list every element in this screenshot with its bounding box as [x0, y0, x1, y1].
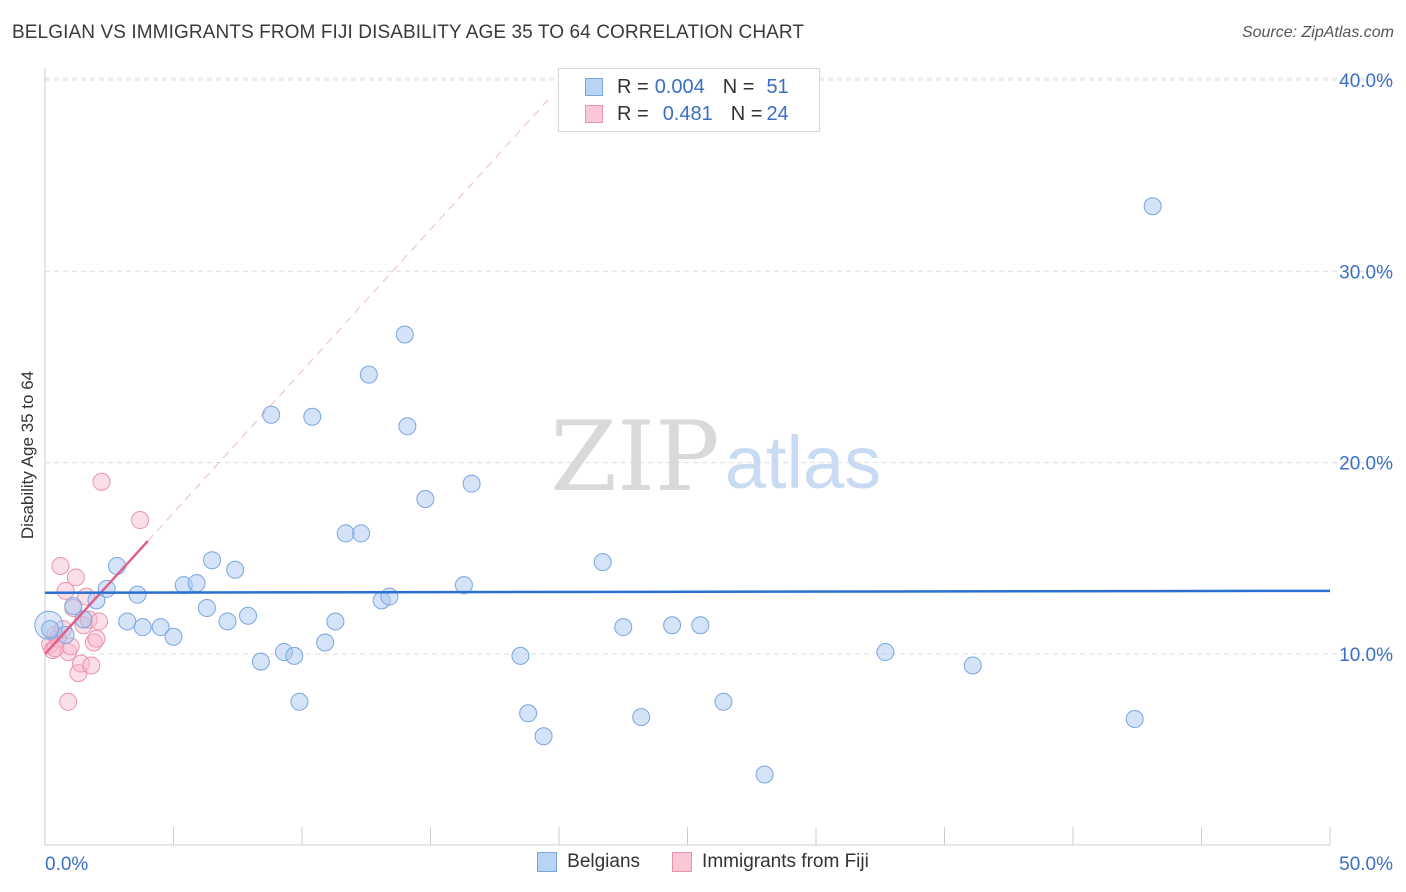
y-tick-label: 20.0% — [1339, 454, 1393, 475]
trend-lines — [44, 98, 1331, 655]
fiji-legend-swatch — [672, 852, 693, 872]
legend-label: Immigrants from Fiji — [702, 851, 869, 872]
stats-legend: R = 0.004 N = 51 R = 0.481 N = 24 — [558, 68, 820, 132]
data-point-belgians — [151, 618, 170, 637]
n-label: N = — [730, 102, 763, 125]
data-point-belgians — [614, 618, 633, 637]
data-point-belgians — [226, 560, 245, 579]
watermark: ZIP atlas — [550, 401, 881, 513]
stats-row-fiji: R = 0.481 N = 24 — [585, 101, 789, 127]
data-point-belgians — [303, 407, 322, 426]
data-point-belgians — [511, 646, 530, 665]
y-axis-label: Disability Age 35 to 64 — [18, 370, 37, 540]
data-point-belgians — [454, 576, 473, 595]
data-point-belgians — [64, 597, 83, 616]
n-value: 24 — [766, 102, 789, 125]
data-point-belgians — [336, 524, 355, 543]
legend-item-belgians[interactable]: Belgians — [537, 851, 640, 873]
chart-title: BELGIAN VS IMMIGRANTS FROM FIJI DISABILI… — [12, 22, 805, 43]
data-point-belgians — [534, 727, 553, 746]
data-point-belgians — [107, 556, 126, 575]
watermark-atlas: atlas — [725, 421, 881, 504]
series-belgians — [34, 197, 1162, 784]
data-point-belgians — [395, 325, 414, 344]
watermark-zip: ZIP — [550, 401, 719, 513]
data-point-belgians — [519, 704, 538, 723]
data-point-belgians — [359, 365, 378, 384]
r-label: R = — [617, 75, 649, 98]
y-tick-label: 30.0% — [1339, 262, 1393, 283]
series-legend: Belgians Immigrants from Fiji — [0, 851, 1406, 873]
r-label: R = — [617, 102, 649, 125]
tick-labels: 10.0% 20.0% 30.0% 40.0% 0.0% 50.0% — [45, 71, 1393, 875]
data-point-belgians — [203, 551, 222, 570]
source-label: Source: ZipAtlas.com — [1241, 24, 1394, 41]
data-point-belgians — [714, 692, 733, 711]
data-point-belgians — [380, 587, 399, 606]
trend-line-fiji — [44, 540, 149, 655]
data-point-belgians — [218, 612, 237, 631]
n-label: N = — [722, 75, 755, 98]
data-point-belgians — [133, 618, 152, 637]
legend-item-fiji[interactable]: Immigrants from Fiji — [672, 851, 869, 873]
data-point-belgians — [1143, 197, 1162, 216]
x-tick-label: 50.0% — [1339, 854, 1393, 875]
y-tick-label: 40.0% — [1339, 71, 1393, 92]
data-point-belgians — [128, 585, 147, 604]
data-point-belgians — [290, 692, 309, 711]
data-point-fiji — [46, 639, 65, 658]
data-point-belgians — [239, 606, 258, 625]
data-point-belgians — [97, 579, 116, 598]
legend-label: Belgians — [567, 851, 641, 872]
data-point-belgians — [663, 616, 682, 635]
trend-line-fiji-extended — [147, 98, 550, 542]
data-point-belgians — [251, 652, 270, 671]
data-point-belgians — [326, 612, 345, 631]
data-point-fiji — [51, 556, 70, 575]
data-point-belgians — [632, 708, 651, 727]
x-tick-label: 0.0% — [45, 854, 88, 875]
data-point-belgians — [755, 765, 774, 784]
data-point-fiji — [59, 692, 78, 711]
data-point-belgians — [316, 633, 335, 652]
n-value: 51 — [766, 75, 789, 98]
fiji-swatch — [585, 105, 603, 123]
data-point-belgians — [398, 417, 417, 436]
data-point-fiji — [56, 581, 75, 600]
axes — [44, 68, 1331, 846]
y-tick-label: 10.0% — [1339, 645, 1393, 666]
data-point-belgians — [593, 553, 612, 572]
data-point-belgians — [118, 612, 137, 631]
data-point-belgians — [56, 625, 75, 644]
belgians-legend-swatch — [537, 852, 558, 872]
data-point-belgians — [352, 524, 371, 543]
data-point-fiji — [82, 656, 101, 675]
data-point-fiji — [66, 568, 85, 587]
data-point-belgians — [1125, 710, 1144, 729]
belgians-swatch — [585, 78, 603, 96]
data-point-belgians — [41, 620, 60, 639]
data-point-belgians — [197, 599, 216, 618]
r-value: 0.004 — [654, 75, 705, 98]
data-point-belgians — [691, 616, 710, 635]
data-point-belgians — [876, 643, 895, 662]
stats-row-belgians: R = 0.004 N = 51 — [585, 74, 789, 100]
data-point-fiji — [92, 472, 111, 491]
data-point-belgians — [963, 656, 982, 675]
data-point-belgians — [285, 646, 304, 665]
r-value: 0.481 — [662, 102, 713, 125]
data-point-fiji — [89, 612, 108, 631]
data-point-belgians — [462, 474, 481, 493]
data-point-belgians — [262, 405, 281, 424]
data-point-belgians — [416, 489, 435, 508]
data-point-fiji — [131, 511, 150, 530]
data-point-fiji — [43, 641, 62, 660]
trend-line-belgians — [44, 589, 1331, 594]
gridlines — [45, 77, 1392, 655]
data-point-belgians — [187, 574, 206, 593]
data-point-belgians — [164, 627, 183, 646]
data-point-fiji — [87, 629, 106, 648]
